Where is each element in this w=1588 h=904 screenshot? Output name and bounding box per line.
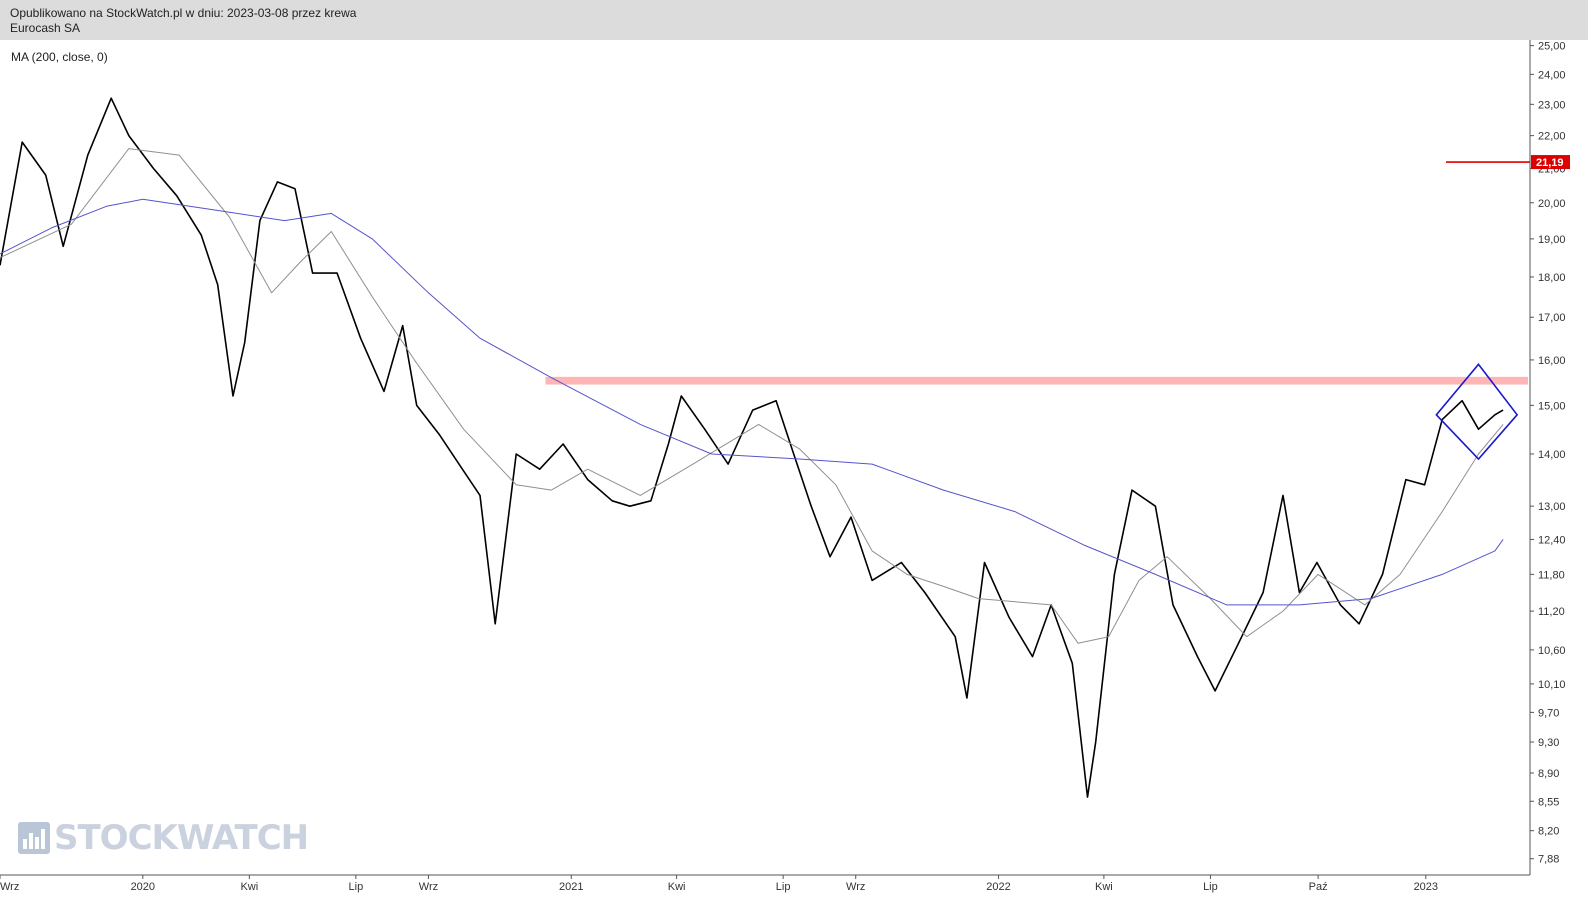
x-tick-label: Lip (776, 881, 791, 893)
series-line-price (0, 97, 1504, 798)
y-tick-label: 12,40 (1538, 534, 1566, 546)
x-tick-label: Paź (1309, 881, 1328, 893)
instrument-name: Eurocash SA (10, 21, 81, 35)
y-tick-label: 15,00 (1538, 400, 1566, 412)
y-tick-label: 23,00 (1538, 99, 1566, 111)
y-tick-label: 22,00 (1538, 131, 1566, 143)
y-tick-label: 14,00 (1538, 449, 1566, 461)
y-tick-label: 25,00 (1538, 41, 1566, 53)
x-tick-label: Kwi (668, 881, 686, 893)
series-line-ma-short (0, 148, 1504, 644)
x-tick-label: 2021 (559, 881, 583, 893)
stockwatch-logo: STOCKWATCH (18, 818, 309, 858)
chart-header: Opublikowano na StockWatch.pl w dniu: 20… (0, 0, 1588, 40)
y-tick-label: 10,60 (1538, 645, 1566, 657)
y-tick-label: 18,00 (1538, 272, 1566, 284)
y-tick-label: 7,88 (1538, 854, 1559, 866)
y-tick-label: 8,55 (1538, 796, 1559, 808)
y-tick-label: 16,00 (1538, 355, 1566, 367)
y-tick-label: 20,00 (1538, 198, 1566, 210)
x-tick-label: Kwi (1095, 881, 1113, 893)
x-tick-label: 2022 (986, 881, 1010, 893)
published-info: Opublikowano na StockWatch.pl w dniu: 20… (10, 6, 357, 20)
x-tick-label: Wrz (419, 881, 438, 893)
y-tick-label: 11,80 (1538, 569, 1565, 581)
bar-chart-icon (18, 822, 50, 854)
series-line-ma-long (0, 198, 1504, 606)
x-tick-label: 2023 (1414, 881, 1438, 893)
y-tick-label: 19,00 (1538, 234, 1566, 246)
x-tick-label: Kwi (240, 881, 258, 893)
last-price-label: 21,19 (1536, 157, 1564, 169)
x-tick-label: Lip (349, 881, 364, 893)
resistance-zone (545, 376, 1528, 385)
x-tick-label: 2020 (131, 881, 155, 893)
y-tick-label: 17,00 (1538, 312, 1566, 324)
x-tick-label: Wrz (0, 881, 19, 893)
y-tick-label: 8,90 (1538, 768, 1559, 780)
y-tick-label: 8,20 (1538, 826, 1559, 838)
y-tick-label: 9,70 (1538, 707, 1559, 719)
y-tick-label: 13,00 (1538, 501, 1566, 513)
y-tick-label: 10,10 (1538, 679, 1566, 691)
indicator-label: MA (200, close, 0) (11, 50, 108, 64)
last-price-badge (1531, 155, 1570, 170)
y-tick-label: 24,00 (1538, 69, 1566, 81)
y-tick-label: 9,30 (1538, 737, 1559, 749)
x-tick-label: Wrz (846, 881, 865, 893)
logo-text: STOCKWATCH (54, 818, 309, 858)
y-tick-label: 11,20 (1538, 606, 1565, 618)
x-tick-label: Lip (1203, 881, 1218, 893)
diamond-pattern (1435, 363, 1519, 461)
